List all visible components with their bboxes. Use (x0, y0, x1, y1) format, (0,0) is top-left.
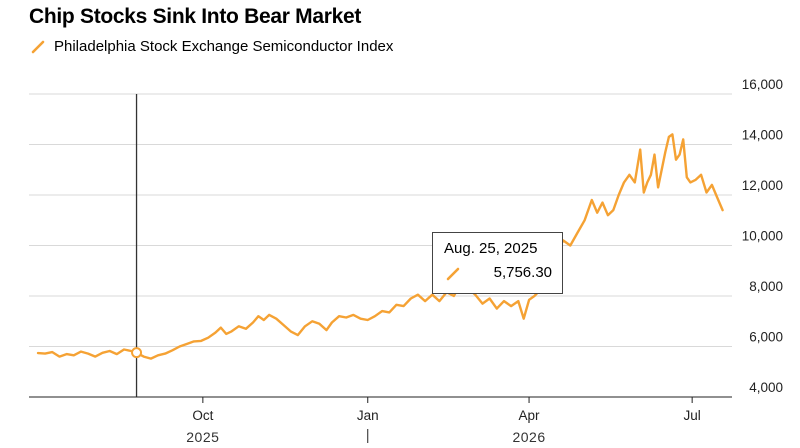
x-tick-label: Oct (192, 408, 213, 423)
y-tick-label: 10,000 (742, 229, 783, 244)
x-tick-label: Jul (684, 408, 701, 423)
y-tick-label: 8,000 (749, 279, 783, 294)
y-axis-tick-labels: 4,000 6,000 8,000 10,000 12,000 14,000 16,000 (742, 77, 783, 395)
y-tick-label: 12,000 (742, 178, 783, 193)
grid-lines (29, 93, 732, 347)
legend-label: Philadelphia Stock Exchange Semiconducto… (54, 38, 394, 55)
x-axis: Oct Jan Apr Jul 2025 2026 (29, 396, 732, 445)
highlighted-point[interactable] (131, 347, 143, 359)
y-tick-label: 4,000 (749, 380, 783, 395)
x-tick-label: Apr (519, 408, 541, 423)
legend: Philadelphia Stock Exchange Semiconducto… (30, 38, 393, 55)
chart-title: Chip Stocks Sink Into Bear Market (29, 5, 362, 28)
tooltip: Aug. 25, 2025 5,756.30 (432, 232, 563, 294)
y-tick-label: 14,000 (742, 128, 783, 143)
year-label: 2026 (512, 429, 545, 445)
x-tick-label: Jan (357, 408, 379, 423)
tooltip-date: Aug. 25, 2025 (444, 240, 538, 257)
y-tick-label: 6,000 (749, 330, 783, 345)
tooltip-value: 5,756.30 (493, 264, 552, 281)
tooltip-swatch-icon (446, 267, 460, 281)
legend-swatch-icon (31, 40, 45, 53)
y-tick-label: 16,000 (742, 77, 783, 92)
series-line (36, 133, 724, 360)
year-label: 2025 (186, 429, 219, 445)
